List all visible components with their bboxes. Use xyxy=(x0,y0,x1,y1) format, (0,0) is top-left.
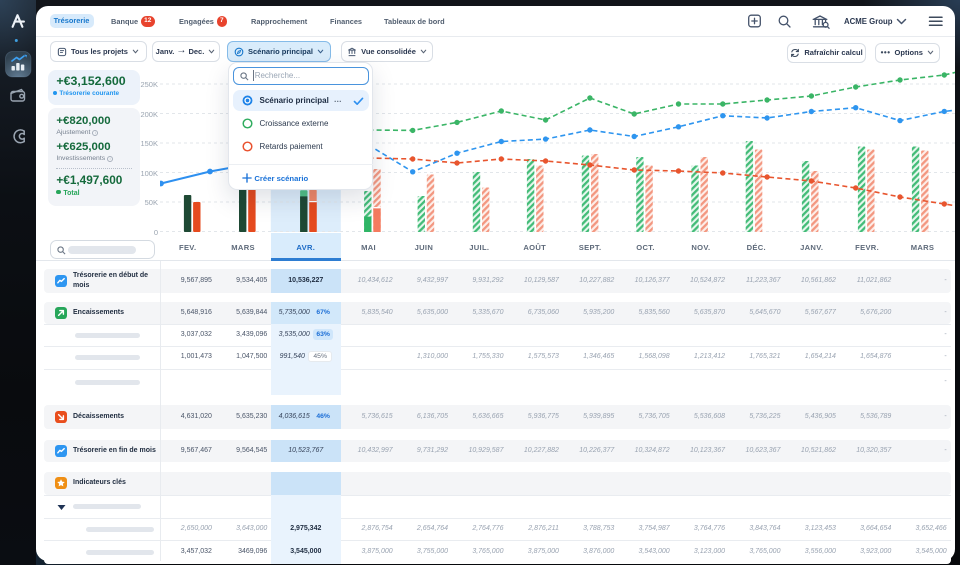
svg-text:ACME Group: ACME Group xyxy=(844,17,893,26)
